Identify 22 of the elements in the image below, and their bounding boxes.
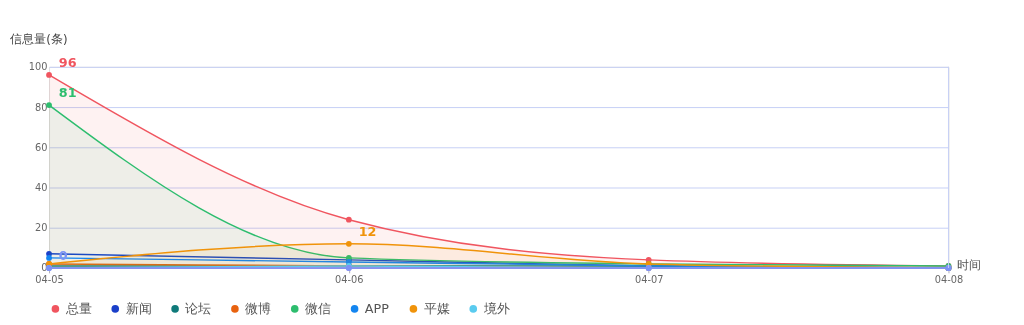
x-tick-label: 04-05: [35, 274, 64, 286]
x-tick-label: 04-06: [335, 274, 364, 286]
y-tick-label: 20: [35, 222, 48, 234]
y-axis-title: 信息量(条): [10, 31, 68, 46]
y-tick-label: 40: [35, 181, 48, 193]
x-axis-title: 时间: [956, 258, 981, 273]
y-tick-label: 80: [35, 101, 48, 113]
legend-label: 新闻: [125, 300, 152, 316]
x-tick-label: 04-08: [934, 274, 964, 286]
legend-label: 微博: [245, 300, 272, 316]
y-tick-label: 100: [28, 61, 48, 73]
annotation: 96: [58, 55, 77, 71]
legend-label: 总量: [64, 300, 92, 316]
legend-label: 论坛: [185, 300, 212, 316]
legend-label: 微信: [305, 300, 332, 316]
y-tick-label: 60: [35, 141, 48, 153]
x-tick-label: 04-07: [634, 274, 664, 286]
legend-label: APP: [364, 300, 390, 316]
legend-label: 平媒: [423, 300, 450, 316]
annotation: 81: [58, 85, 77, 101]
annotation: 12: [358, 223, 377, 239]
legend-label: 境外: [482, 300, 510, 316]
